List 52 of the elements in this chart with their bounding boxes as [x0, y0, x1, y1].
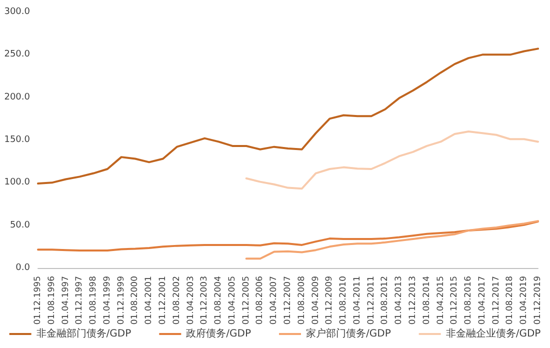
y-tick-label: 0.0 [16, 263, 30, 273]
x-tick-label: 01.04.1997 [60, 276, 71, 325]
x-tick-label: 01.08.2004 [214, 276, 224, 325]
x-tick-label: 01.08.2010 [338, 276, 349, 325]
x-tick-label: 01.04.2009 [310, 276, 321, 325]
x-tick-label: 01.04.2001 [144, 276, 154, 325]
x-tick-label: 01.08.2012 [380, 276, 390, 325]
x-tick-label: 01.12.2017 [491, 276, 502, 325]
x-tick-label: 01.08.2006 [255, 276, 266, 325]
x-tick-label: 01.12.2009 [324, 276, 335, 325]
x-tick-label: 01.08.2002 [172, 276, 182, 325]
x-tick-label: 01.08.2016 [464, 276, 474, 325]
y-tick-label: 100.0 [4, 178, 30, 188]
x-tick-label: 01.04.2007 [269, 276, 280, 325]
x-tick-label: 01.08.2018 [505, 276, 516, 325]
x-tick-label: 01.12.1997 [74, 276, 85, 325]
line-series [245, 220, 539, 260]
y-tick-label: 250.0 [4, 50, 30, 60]
line-series [37, 48, 539, 185]
y-tick-label: 150.0 [4, 135, 30, 145]
x-tick-label: 01.12.2013 [408, 276, 418, 325]
y-tick-label: 200.0 [4, 92, 30, 102]
x-tick-label: 01.04.2005 [227, 276, 238, 325]
x-tick-label: 01.08.1996 [46, 276, 57, 325]
y-tick-label: 50.0 [10, 220, 30, 230]
x-tick-label: 01.04.2019 [519, 276, 530, 325]
line-series [245, 130, 539, 190]
x-tick-label: 01.12.2015 [450, 276, 460, 325]
legend-label: 非金融部门债务/GDP [36, 328, 132, 340]
x-tick-label: 01.12.2019 [533, 276, 543, 325]
x-tick-label: 01.04.2003 [186, 276, 196, 325]
x-tick-label: 01.08.2008 [296, 276, 307, 325]
x-tick-label: 01.12.1999 [116, 276, 126, 325]
x-tick-label: 01.04.2015 [436, 276, 446, 325]
x-tick-label: 01.04.2013 [394, 276, 404, 325]
x-tick-label: 01.04.2011 [352, 276, 362, 325]
x-tick-label: 01.12.2007 [283, 276, 293, 325]
x-tick-label: 01.12.2003 [200, 276, 210, 325]
x-tick-label: 01.12.2005 [241, 276, 252, 325]
y-tick-label: 300.0 [4, 7, 30, 17]
legend-label: 政府债务/GDP [186, 328, 252, 340]
x-tick-label: 01.04.1999 [102, 276, 112, 325]
x-tick-label: 01.08.2014 [422, 276, 432, 325]
line-series [37, 220, 539, 252]
legend-label: 非金融企业债务/GDP [446, 328, 541, 340]
legend-label: 家户部门债务/GDP [306, 328, 391, 340]
x-tick-label: 01.12.2011 [366, 276, 376, 325]
x-tick-label: 01.08.2000 [130, 276, 140, 325]
x-tick-label: 01.08.1998 [88, 276, 99, 325]
x-tick-label: 01.04.2017 [477, 276, 488, 325]
x-tick-label: 01.12.1995 [33, 276, 43, 325]
x-tick-label: 01.12.2001 [158, 276, 168, 325]
